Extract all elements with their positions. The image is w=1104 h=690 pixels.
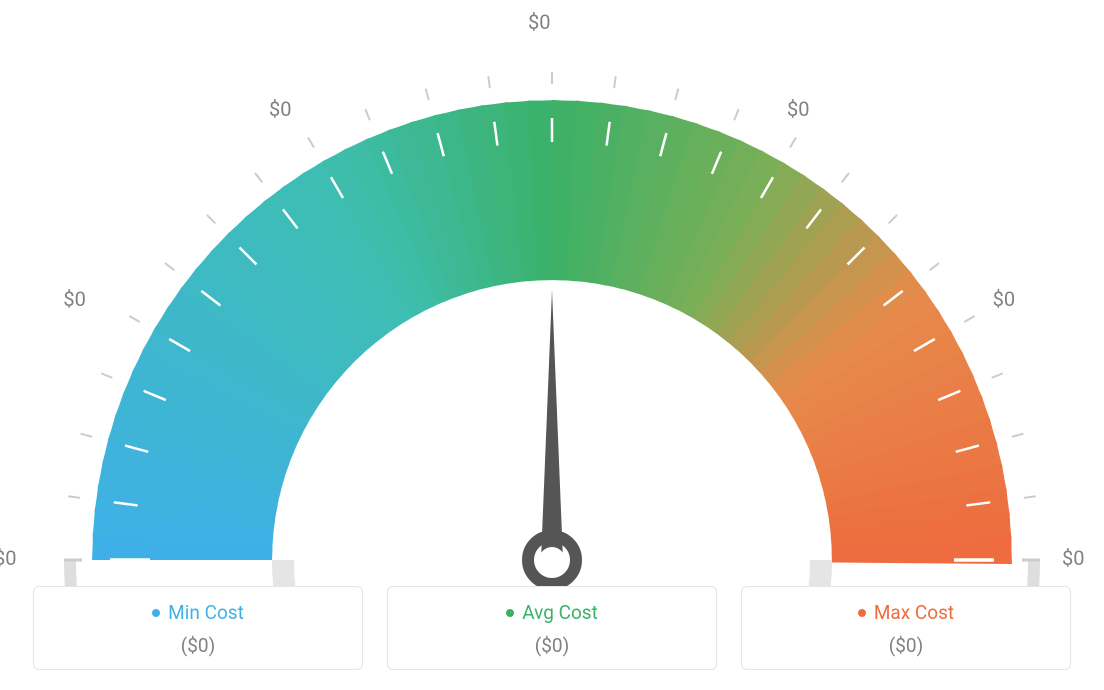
scale-label: $0: [993, 287, 1015, 311]
legend-card: Min Cost ($0): [33, 586, 363, 670]
legend-dot-icon: [506, 609, 514, 617]
scale-tick: [488, 76, 490, 88]
legend-title: Avg Cost: [522, 601, 598, 624]
legend-title: Max Cost: [874, 601, 954, 624]
scale-tick: [207, 215, 215, 223]
scale-tick: [165, 263, 175, 270]
scale-tick: [81, 434, 93, 437]
legend-title-line: Min Cost: [44, 601, 352, 624]
scale-tick: [1024, 496, 1036, 498]
legend-dot-icon: [858, 609, 866, 617]
scale-tick: [675, 89, 678, 101]
scale-tick: [790, 137, 796, 147]
scale-tick: [614, 76, 616, 88]
scale-tick: [992, 373, 1003, 378]
scale-label: $0: [0, 546, 16, 570]
scale-tick: [101, 373, 112, 378]
scale-label: $0: [528, 10, 550, 34]
scale-label: $0: [787, 97, 809, 121]
scale-tick: [129, 316, 139, 322]
legend-row: Min Cost ($0) Avg Cost ($0) Max Cost ($0): [0, 586, 1104, 670]
legend-title: Min Cost: [168, 601, 244, 624]
gauge-chart-container: { "gauge": { "type": "gauge", "outer_rad…: [0, 0, 1104, 690]
scale-label: $0: [63, 287, 85, 311]
scale-tick: [964, 316, 974, 322]
scale-tick: [68, 496, 80, 498]
scale-tick: [1012, 434, 1024, 437]
scale-tick: [842, 173, 849, 183]
scale-tick: [889, 215, 897, 223]
legend-value: ($0): [752, 634, 1060, 657]
legend-card: Max Cost ($0): [741, 586, 1071, 670]
needle-hub-hole: [539, 547, 565, 573]
scale-tick: [308, 137, 314, 147]
scale-label: $0: [1062, 546, 1084, 570]
scale-tick: [426, 89, 429, 101]
gauge-area: $0$0$0$0$0$0$0: [0, 0, 1104, 560]
legend-value: ($0): [44, 634, 352, 657]
gauge-needle: [541, 290, 563, 560]
legend-title-line: Avg Cost: [398, 601, 706, 624]
scale-tick: [365, 109, 370, 120]
scale-tick: [734, 109, 739, 120]
scale-label: $0: [269, 97, 291, 121]
gauge-svg: [0, 30, 1104, 590]
legend-title-line: Max Cost: [752, 601, 1060, 624]
legend-card: Avg Cost ($0): [387, 586, 717, 670]
scale-tick: [930, 263, 940, 270]
scale-tick: [255, 173, 262, 183]
legend-value: ($0): [398, 634, 706, 657]
legend-dot-icon: [152, 609, 160, 617]
